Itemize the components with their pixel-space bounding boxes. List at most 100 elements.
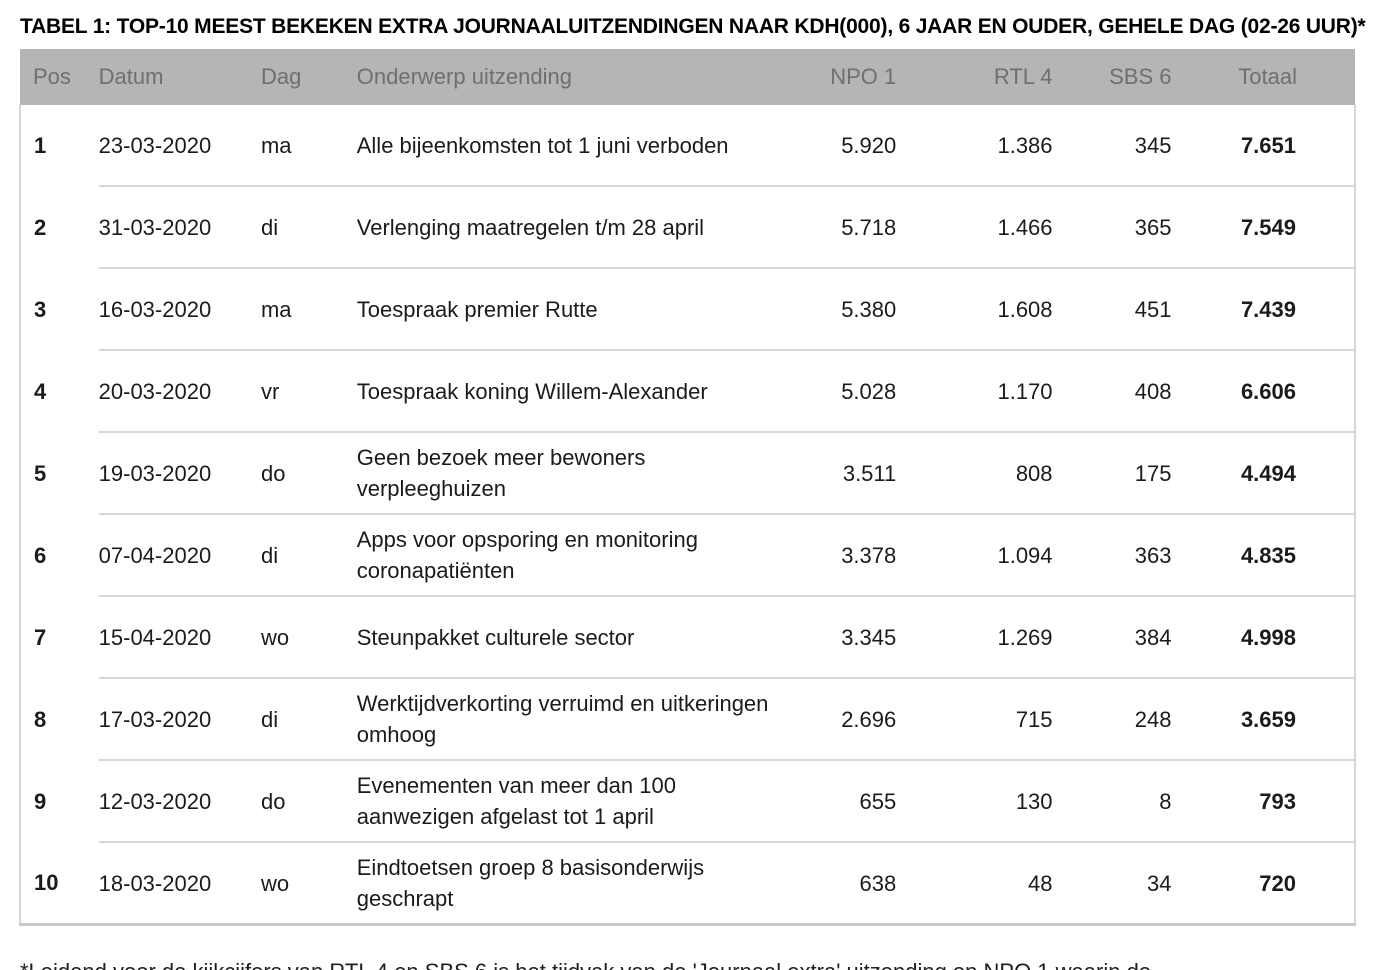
column-header-totaal: Totaal bbox=[1181, 49, 1355, 105]
cell-pos: 4 bbox=[19, 350, 99, 432]
cell-onderwerp: Steunpakket culturele sector bbox=[356, 596, 799, 679]
cell-datum: 17-03-2020 bbox=[98, 678, 261, 761]
cell-dag: wo bbox=[260, 596, 357, 679]
cell-rtl4: 130 bbox=[906, 760, 1063, 843]
cell-datum: 23-03-2020 bbox=[98, 105, 261, 187]
cell-onderwerp: Verlenging maatregelen t/m 28 april bbox=[356, 186, 799, 269]
cell-dag: wo bbox=[260, 842, 357, 926]
table-row: 6 07-04-2020 di Apps voor opsporing en moni… bbox=[19, 514, 1356, 597]
cell-totaal: 7.651 bbox=[1181, 105, 1356, 187]
cell-rtl4: 1.094 bbox=[906, 514, 1063, 597]
cell-totaal: 7.549 bbox=[1181, 186, 1356, 269]
cell-totaal: 3.659 bbox=[1181, 678, 1356, 761]
column-header-dag: Dag bbox=[260, 49, 357, 105]
cell-onderwerp: Evenementen van meer dan 100 aanwezigen … bbox=[356, 760, 799, 843]
column-header-rtl4: RTL 4 bbox=[906, 49, 1063, 105]
cell-npo1: 5.380 bbox=[798, 268, 907, 351]
cell-pos: 3 bbox=[19, 268, 99, 350]
cell-sbs6: 34 bbox=[1062, 842, 1182, 926]
cell-onderwerp: Geen bezoek meer bewoners verpleeghuizen bbox=[356, 432, 799, 515]
cell-dag: di bbox=[260, 186, 357, 269]
cell-onderwerp: Toespraak premier Rutte bbox=[356, 268, 799, 351]
cell-rtl4: 1.608 bbox=[906, 268, 1063, 351]
table-title: TABEL 1: TOP-10 MEEST BEKEKEN EXTRA JOUR… bbox=[20, 15, 1366, 38]
table-row: 3 16-03-2020 ma Toespraak premier Rutte 5.38… bbox=[19, 268, 1356, 351]
cell-totaal: 793 bbox=[1181, 760, 1356, 843]
cell-datum: 15-04-2020 bbox=[98, 596, 261, 679]
cell-sbs6: 175 bbox=[1062, 432, 1182, 515]
cell-sbs6: 408 bbox=[1062, 350, 1182, 433]
cell-totaal: 4.494 bbox=[1181, 432, 1356, 515]
table-header: Pos Datum Dag Onderwerp uitzending NPO 1… bbox=[20, 49, 1355, 105]
cell-totaal: 6.606 bbox=[1181, 350, 1356, 433]
header-row: Pos Datum Dag Onderwerp uitzending NPO 1… bbox=[20, 49, 1355, 105]
cell-datum: 16-03-2020 bbox=[98, 268, 261, 351]
cell-totaal: 4.835 bbox=[1181, 514, 1356, 597]
table-row: 9 12-03-2020 do Evenementen van meer dan 10… bbox=[19, 760, 1356, 843]
cell-pos: 10 bbox=[19, 842, 99, 926]
cell-sbs6: 363 bbox=[1062, 514, 1182, 597]
cell-dag: do bbox=[260, 432, 357, 515]
cell-dag: do bbox=[260, 760, 357, 843]
cell-sbs6: 384 bbox=[1062, 596, 1182, 679]
cell-datum: 18-03-2020 bbox=[98, 842, 261, 926]
cell-rtl4: 1.386 bbox=[906, 105, 1063, 187]
cell-npo1: 655 bbox=[798, 760, 907, 843]
cell-dag: ma bbox=[260, 268, 357, 351]
table-body: 1 23-03-2020 ma Alle bijeenkomsten tot 1 ju… bbox=[19, 105, 1356, 926]
cell-sbs6: 345 bbox=[1062, 105, 1182, 187]
cell-pos: 5 bbox=[19, 432, 99, 514]
table-row: 7 15-04-2020 wo Steunpakket culturele secto… bbox=[19, 596, 1356, 679]
cell-datum: 20-03-2020 bbox=[98, 350, 261, 433]
cell-totaal: 4.998 bbox=[1181, 596, 1356, 679]
cell-pos: 1 bbox=[19, 105, 99, 186]
table-row: 2 31-03-2020 di Verlenging maatregelen t/m … bbox=[19, 186, 1356, 269]
column-header-npo1: NPO 1 bbox=[798, 49, 907, 105]
table-row: 8 17-03-2020 di Werktijdverkorting verruimd… bbox=[19, 678, 1356, 761]
cell-rtl4: 715 bbox=[906, 678, 1063, 761]
cell-rtl4: 808 bbox=[906, 432, 1063, 515]
column-header-datum: Datum bbox=[98, 49, 261, 105]
table-row: 10 18-03-2020 wo Eindtoetsen groep 8 basiso… bbox=[19, 842, 1356, 926]
column-header-sbs6: SBS 6 bbox=[1062, 49, 1182, 105]
cell-pos: 8 bbox=[19, 678, 99, 760]
cell-npo1: 3.378 bbox=[798, 514, 907, 597]
footnote: *Leidend voor de kijkcijfers van RTL 4 e… bbox=[20, 952, 1292, 970]
cell-onderwerp: Apps voor opsporing en monitoring corona… bbox=[356, 514, 799, 597]
cell-npo1: 5.028 bbox=[798, 350, 907, 433]
top10-table: Pos Datum Dag Onderwerp uitzending NPO 1… bbox=[19, 49, 1356, 926]
cell-datum: 31-03-2020 bbox=[98, 186, 261, 269]
cell-rtl4: 1.269 bbox=[906, 596, 1063, 679]
cell-npo1: 5.718 bbox=[798, 186, 907, 269]
cell-rtl4: 48 bbox=[906, 842, 1063, 926]
cell-dag: vr bbox=[260, 350, 357, 433]
table-row: 4 20-03-2020 vr Toespraak koning Willem-Ale… bbox=[19, 350, 1356, 433]
cell-onderwerp: Toespraak koning Willem-Alexander bbox=[356, 350, 799, 433]
cell-npo1: 3.511 bbox=[798, 432, 907, 515]
cell-datum: 07-04-2020 bbox=[98, 514, 261, 597]
table-row: 5 19-03-2020 do Geen bezoek meer bewoners v… bbox=[19, 432, 1356, 515]
column-header-onderwerp: Onderwerp uitzending bbox=[356, 49, 799, 105]
cell-rtl4: 1.170 bbox=[906, 350, 1063, 433]
cell-npo1: 638 bbox=[798, 842, 907, 926]
cell-totaal: 7.439 bbox=[1181, 268, 1356, 351]
cell-totaal: 720 bbox=[1181, 842, 1356, 926]
cell-dag: di bbox=[260, 514, 357, 597]
cell-npo1: 2.696 bbox=[798, 678, 907, 761]
cell-datum: 12-03-2020 bbox=[98, 760, 261, 843]
cell-npo1: 3.345 bbox=[798, 596, 907, 679]
cell-onderwerp: Eindtoetsen groep 8 basisonderwijs gesch… bbox=[356, 842, 799, 926]
cell-rtl4: 1.466 bbox=[906, 186, 1063, 269]
cell-sbs6: 248 bbox=[1062, 678, 1182, 761]
cell-dag: ma bbox=[260, 105, 357, 187]
cell-onderwerp: Alle bijeenkomsten tot 1 juni verboden bbox=[356, 105, 799, 187]
cell-datum: 19-03-2020 bbox=[98, 432, 261, 515]
cell-npo1: 5.920 bbox=[798, 105, 907, 187]
cell-onderwerp: Werktijdverkorting verruimd en uitkering… bbox=[356, 678, 799, 761]
cell-dag: di bbox=[260, 678, 357, 761]
cell-pos: 2 bbox=[19, 186, 99, 268]
cell-pos: 7 bbox=[19, 596, 99, 678]
cell-sbs6: 451 bbox=[1062, 268, 1182, 351]
cell-sbs6: 365 bbox=[1062, 186, 1182, 269]
